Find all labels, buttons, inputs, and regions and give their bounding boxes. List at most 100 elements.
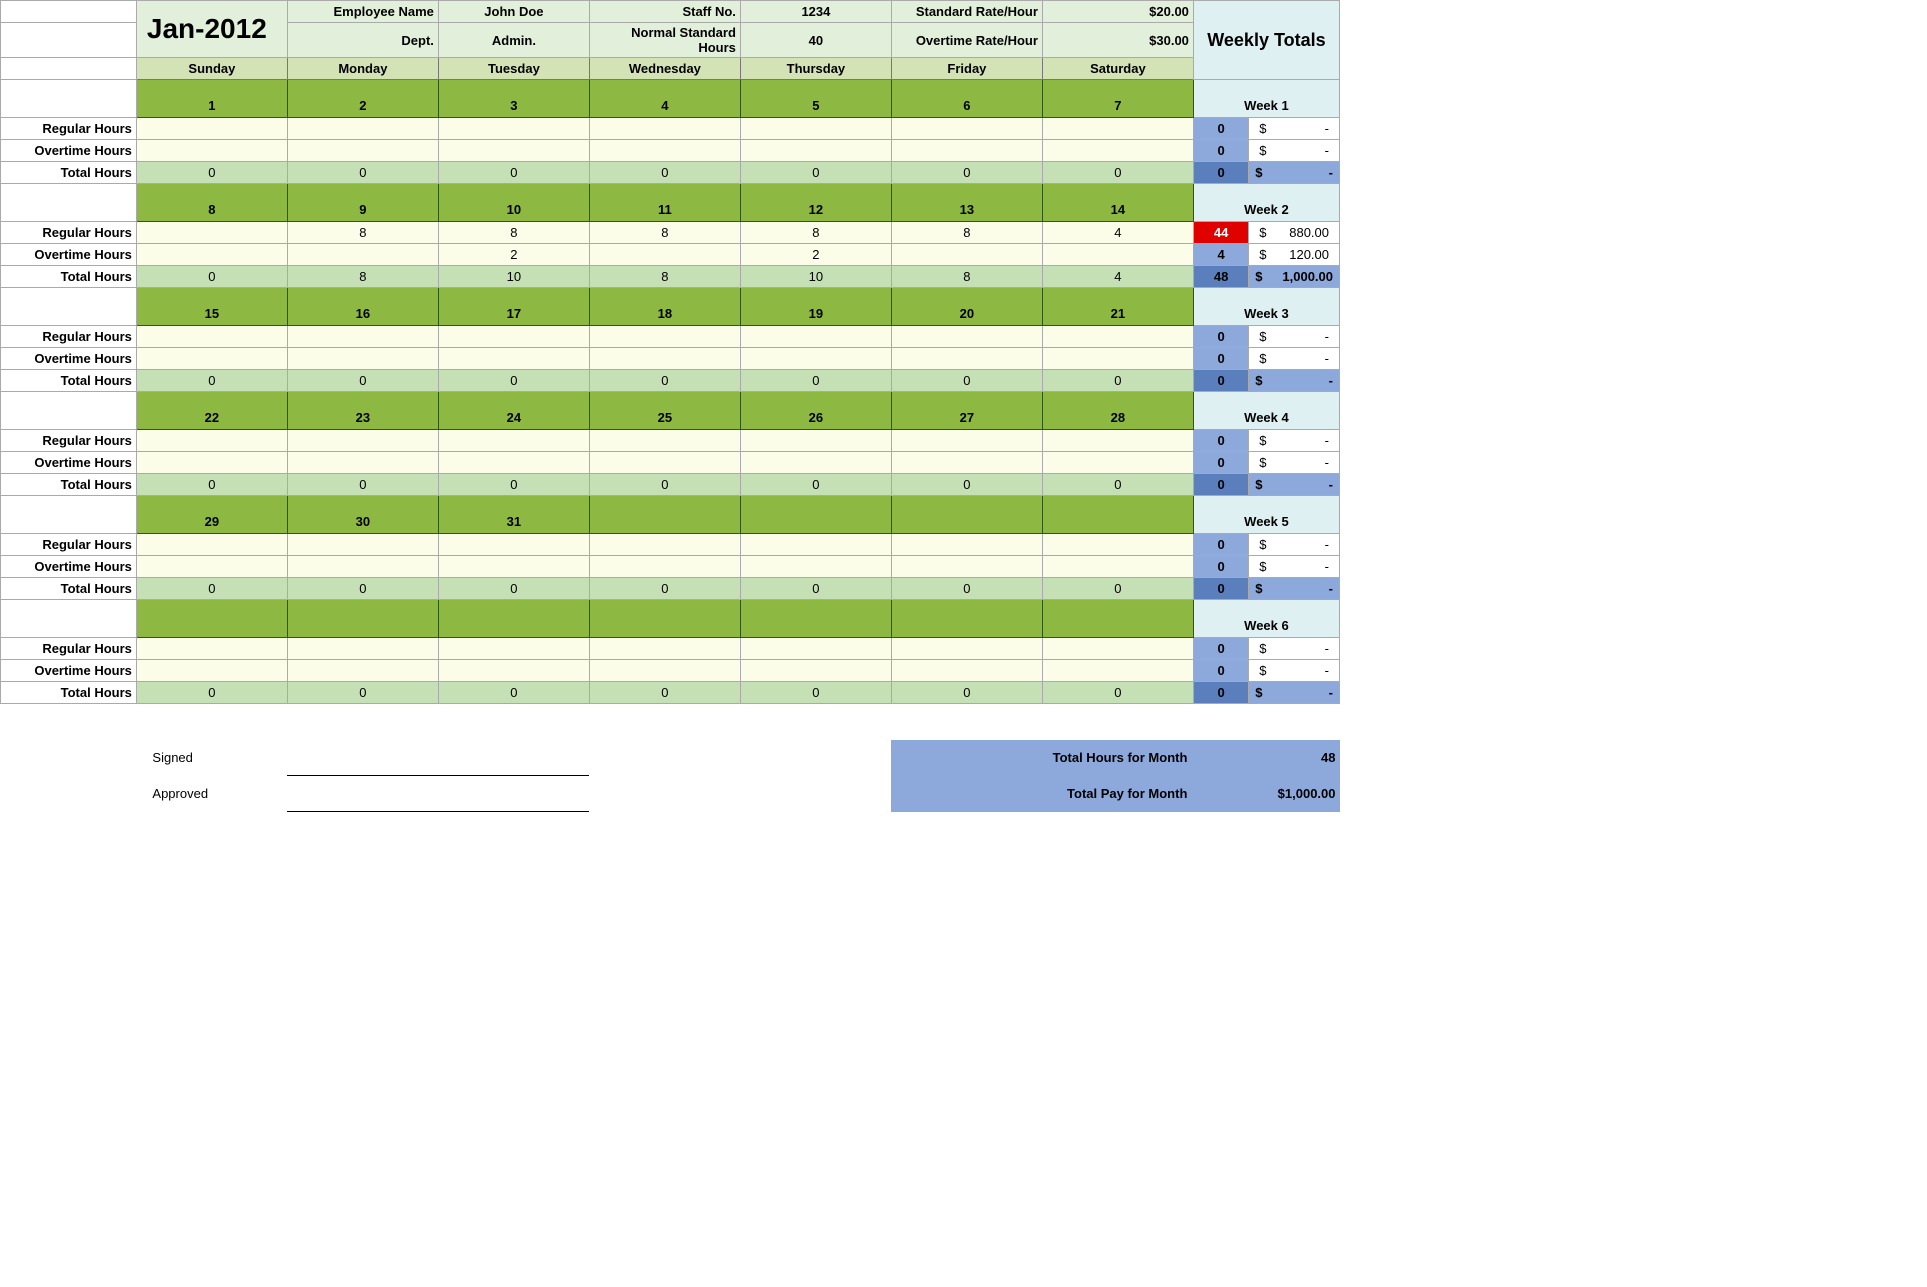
- overtime-hours-cell[interactable]: [1042, 140, 1193, 162]
- overtime-hours-cell[interactable]: [589, 140, 740, 162]
- overtime-hours-cell[interactable]: [438, 348, 589, 370]
- regular-hours-cell[interactable]: [287, 638, 438, 660]
- regular-hours-cell[interactable]: [136, 638, 287, 660]
- regular-hours-cell[interactable]: [589, 326, 740, 348]
- regular-hours-cell[interactable]: [438, 118, 589, 140]
- regular-hours-cell[interactable]: [438, 430, 589, 452]
- std-rate[interactable]: $20.00: [1042, 1, 1193, 23]
- overtime-hours-cell[interactable]: [1042, 452, 1193, 474]
- overtime-hours-cell[interactable]: [136, 348, 287, 370]
- regular-hours-cell[interactable]: 4: [1042, 222, 1193, 244]
- overtime-hours-cell[interactable]: [438, 556, 589, 578]
- overtime-hours-cell[interactable]: [287, 556, 438, 578]
- regular-hours-cell[interactable]: [589, 534, 740, 556]
- overtime-hours-cell[interactable]: [136, 660, 287, 682]
- overtime-hours-cell[interactable]: [740, 660, 891, 682]
- regular-hours-label: Regular Hours: [1, 222, 137, 244]
- regular-hours-cell[interactable]: [287, 430, 438, 452]
- dept[interactable]: Admin.: [438, 23, 589, 58]
- regular-hours-cell[interactable]: 8: [287, 222, 438, 244]
- regular-hours-cell[interactable]: [740, 326, 891, 348]
- regular-hours-cell[interactable]: [136, 118, 287, 140]
- regular-hours-cell[interactable]: [891, 326, 1042, 348]
- overtime-hours-cell[interactable]: [589, 244, 740, 266]
- regular-hours-cell[interactable]: [589, 638, 740, 660]
- overtime-hours-cell[interactable]: 2: [438, 244, 589, 266]
- overtime-hours-cell[interactable]: [136, 140, 287, 162]
- regular-hours-cell[interactable]: [891, 118, 1042, 140]
- regular-hours-cell[interactable]: [1042, 638, 1193, 660]
- date-cell: 1: [136, 80, 287, 118]
- overtime-hours-cell[interactable]: [1042, 556, 1193, 578]
- overtime-hours-cell[interactable]: [1042, 348, 1193, 370]
- overtime-hours-cell[interactable]: [891, 556, 1042, 578]
- regular-hours-cell[interactable]: 8: [891, 222, 1042, 244]
- approved-line[interactable]: [287, 776, 589, 812]
- regular-hours-cell[interactable]: [589, 430, 740, 452]
- regular-hours-cell[interactable]: [438, 326, 589, 348]
- regular-hours-cell[interactable]: [136, 430, 287, 452]
- overtime-hours-cell[interactable]: [589, 348, 740, 370]
- overtime-hours-cell[interactable]: [438, 140, 589, 162]
- overtime-hours-cell[interactable]: [287, 140, 438, 162]
- regular-hours-cell[interactable]: [740, 534, 891, 556]
- regular-hours-cell[interactable]: [287, 326, 438, 348]
- staff-no[interactable]: 1234: [740, 1, 891, 23]
- overtime-hours-cell[interactable]: [740, 556, 891, 578]
- regular-hours-cell[interactable]: [1042, 326, 1193, 348]
- overtime-hours-cell[interactable]: [438, 452, 589, 474]
- overtime-hours-cell[interactable]: [891, 348, 1042, 370]
- total-hours-cell: 0: [438, 682, 589, 704]
- date-cell: 21: [1042, 288, 1193, 326]
- regular-hours-cell[interactable]: [136, 326, 287, 348]
- overtime-hours-cell[interactable]: [740, 140, 891, 162]
- norm-hours-label: Normal Standard Hours: [589, 23, 740, 58]
- overtime-hours-cell[interactable]: [136, 452, 287, 474]
- overtime-hours-cell[interactable]: [287, 452, 438, 474]
- overtime-hours-cell[interactable]: [891, 660, 1042, 682]
- total-hours-cell: 0: [1042, 474, 1193, 496]
- norm-hours[interactable]: 40: [740, 23, 891, 58]
- overtime-hours-cell[interactable]: [287, 348, 438, 370]
- overtime-hours-cell[interactable]: [740, 348, 891, 370]
- overtime-hours-cell[interactable]: [891, 140, 1042, 162]
- overtime-hours-cell[interactable]: [1042, 244, 1193, 266]
- signed-line[interactable]: [287, 740, 589, 776]
- regular-hours-cell[interactable]: [438, 534, 589, 556]
- total-hours-cell: 4: [1042, 266, 1193, 288]
- regular-hours-cell[interactable]: [136, 534, 287, 556]
- overtime-hours-cell[interactable]: [589, 660, 740, 682]
- regular-hours-cell[interactable]: [136, 222, 287, 244]
- total-hours-cell: 0: [287, 370, 438, 392]
- ot-rate[interactable]: $30.00: [1042, 23, 1193, 58]
- overtime-hours-cell[interactable]: [287, 244, 438, 266]
- regular-hours-cell[interactable]: [740, 638, 891, 660]
- regular-hours-cell[interactable]: 8: [438, 222, 589, 244]
- regular-hours-cell[interactable]: 8: [740, 222, 891, 244]
- regular-hours-cell[interactable]: [1042, 534, 1193, 556]
- regular-hours-cell[interactable]: [589, 118, 740, 140]
- regular-hours-cell[interactable]: [1042, 430, 1193, 452]
- regular-hours-cell[interactable]: [891, 638, 1042, 660]
- overtime-hours-cell[interactable]: [891, 452, 1042, 474]
- regular-hours-cell[interactable]: [740, 430, 891, 452]
- regular-hours-cell[interactable]: [287, 118, 438, 140]
- regular-hours-cell[interactable]: [891, 534, 1042, 556]
- overtime-hours-cell[interactable]: 2: [740, 244, 891, 266]
- overtime-hours-cell[interactable]: [136, 244, 287, 266]
- overtime-hours-cell[interactable]: [1042, 660, 1193, 682]
- regular-hours-cell[interactable]: [891, 430, 1042, 452]
- overtime-hours-cell[interactable]: [740, 452, 891, 474]
- overtime-hours-cell[interactable]: [589, 452, 740, 474]
- regular-hours-cell[interactable]: [1042, 118, 1193, 140]
- overtime-hours-cell[interactable]: [136, 556, 287, 578]
- regular-hours-cell[interactable]: 8: [589, 222, 740, 244]
- regular-hours-cell[interactable]: [740, 118, 891, 140]
- overtime-hours-cell[interactable]: [589, 556, 740, 578]
- emp-name[interactable]: John Doe: [438, 1, 589, 23]
- regular-hours-cell[interactable]: [438, 638, 589, 660]
- overtime-hours-cell[interactable]: [891, 244, 1042, 266]
- overtime-hours-cell[interactable]: [287, 660, 438, 682]
- overtime-hours-cell[interactable]: [438, 660, 589, 682]
- regular-hours-cell[interactable]: [287, 534, 438, 556]
